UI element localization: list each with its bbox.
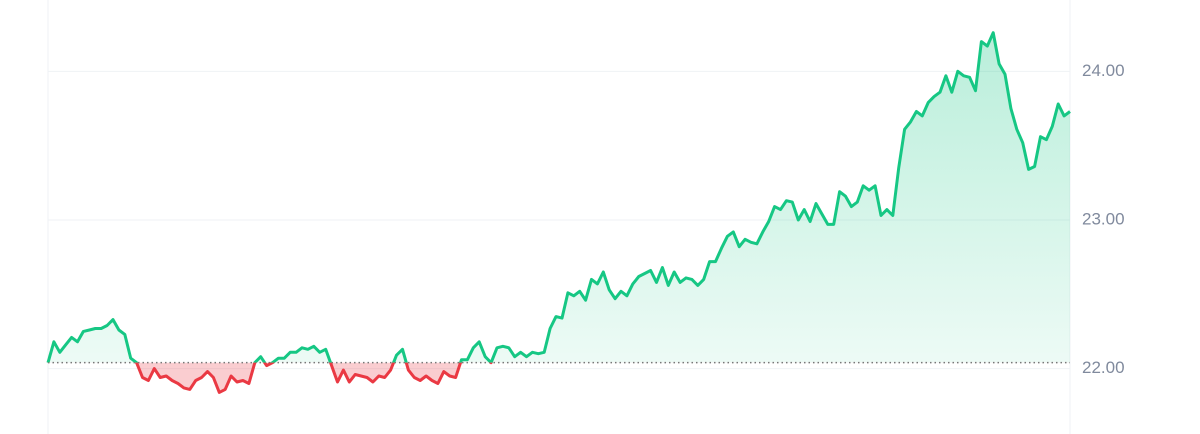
area-up bbox=[48, 32, 1070, 363]
y-tick-label: 24.00 bbox=[1082, 61, 1125, 80]
price-line-down bbox=[47, 362, 493, 394]
price-line-up bbox=[46, 31, 1071, 363]
y-tick-label: 22.00 bbox=[1082, 358, 1125, 377]
y-tick-label: 23.00 bbox=[1082, 209, 1125, 228]
area-down bbox=[48, 362, 1070, 393]
